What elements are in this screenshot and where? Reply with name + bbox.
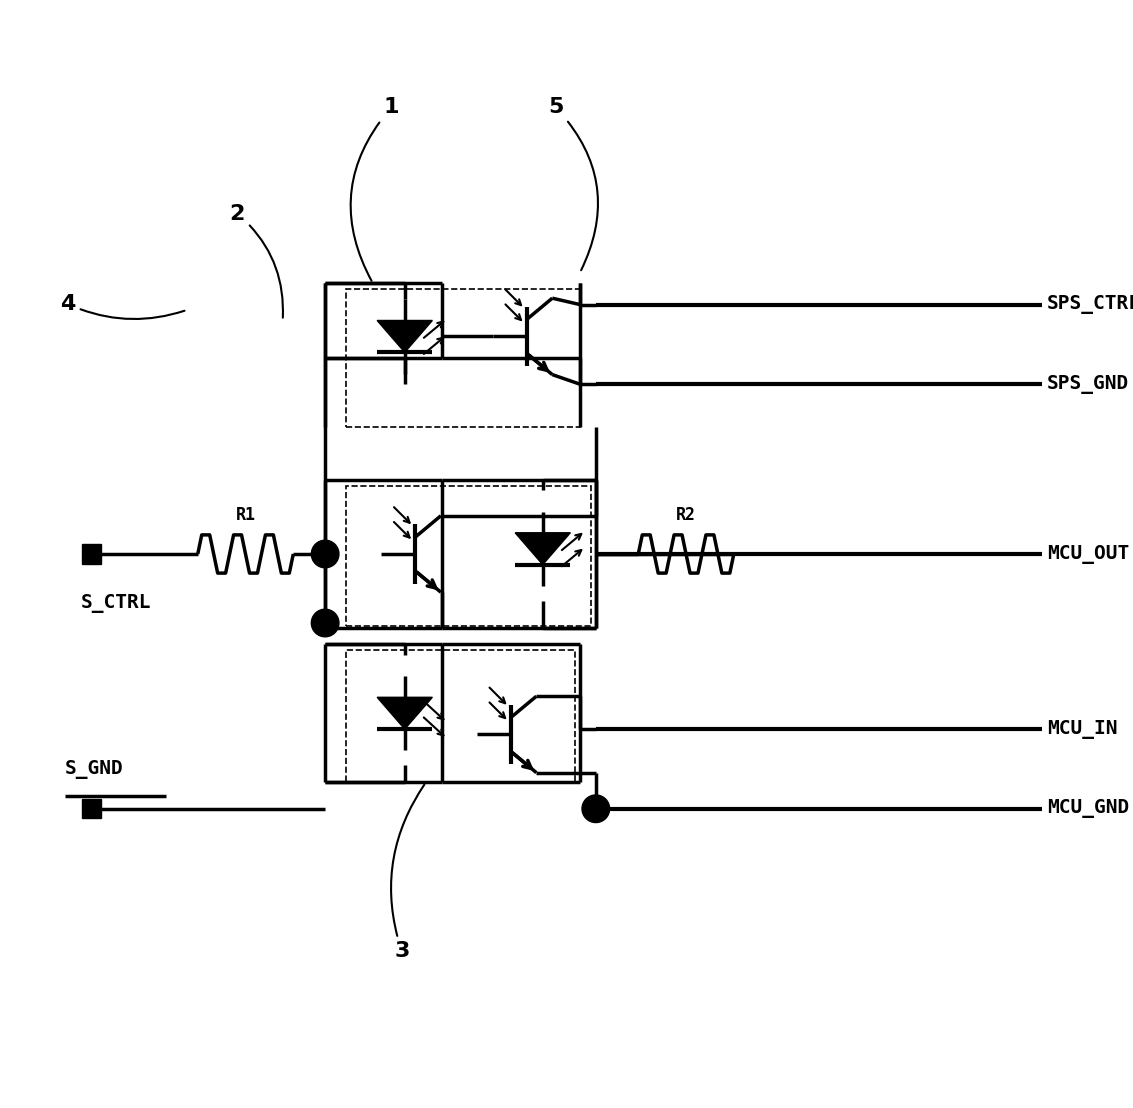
Polygon shape: [377, 320, 433, 352]
Circle shape: [312, 541, 339, 567]
Polygon shape: [516, 533, 570, 565]
Text: SPS_CTRL: SPS_CTRL: [1047, 295, 1133, 314]
Text: 5: 5: [548, 98, 598, 270]
Text: 4: 4: [60, 294, 185, 319]
Text: SPS_GND: SPS_GND: [1047, 375, 1130, 393]
Bar: [347, 649, 574, 782]
Bar: [82, 799, 101, 819]
Circle shape: [312, 609, 339, 637]
Bar: [347, 288, 580, 427]
Bar: [347, 486, 590, 626]
Text: 1: 1: [350, 98, 399, 281]
Bar: [82, 544, 101, 564]
Text: R1: R1: [236, 506, 256, 524]
Circle shape: [582, 794, 610, 822]
Text: MCU_GND: MCU_GND: [1047, 799, 1130, 818]
Text: 2: 2: [230, 204, 283, 318]
Text: S_GND: S_GND: [65, 760, 123, 779]
Text: MCU_IN: MCU_IN: [1047, 719, 1117, 739]
Text: R2: R2: [676, 506, 696, 524]
Text: 3: 3: [391, 784, 425, 962]
Text: S_CTRL: S_CTRL: [80, 594, 152, 614]
Polygon shape: [377, 697, 433, 729]
Text: MCU_OUT: MCU_OUT: [1047, 544, 1130, 564]
